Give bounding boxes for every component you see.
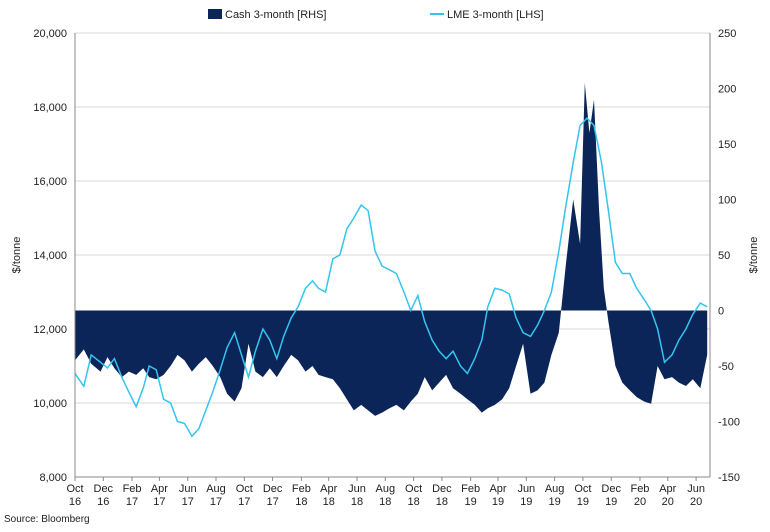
y-right-tick-label: 50: [718, 250, 730, 262]
x-tick-label-year: 20: [634, 496, 646, 508]
x-tick-label-year: 20: [690, 496, 702, 508]
x-tick-label-month: Jun: [348, 483, 366, 495]
x-tick-label-month: Aug: [206, 483, 226, 495]
y-right-tick-label: 150: [718, 139, 736, 151]
x-tick-label-year: 17: [153, 496, 165, 508]
y-right-tick-label: 250: [718, 28, 736, 40]
y-right-tick-label: 100: [718, 195, 736, 207]
y-left-tick-label: 8,000: [39, 472, 67, 484]
y-left-tick-label: 10,000: [33, 398, 67, 410]
x-tick-label-month: Dec: [601, 483, 621, 495]
x-tick-label-year: 18: [379, 496, 391, 508]
y-right-tick-label: 200: [718, 84, 736, 96]
x-tick-label-month: Aug: [376, 483, 396, 495]
x-tick-label-year: 19: [605, 496, 617, 508]
x-tick-label-year: 18: [323, 496, 335, 508]
cash-3-month-series: [75, 83, 708, 416]
lme-3-month-line: [74, 117, 708, 438]
y-left-axis-title: $/tonne: [11, 237, 23, 274]
x-tick-label-month: Feb: [630, 483, 649, 495]
x-tick-label-month: Apr: [151, 483, 168, 495]
x-tick-label-year: 18: [407, 496, 419, 508]
x-tick-label-month: Dec: [94, 483, 114, 495]
x-tick-label-year: 18: [351, 496, 363, 508]
y-left-tick-label: 14,000: [33, 250, 67, 262]
legend-swatch-cash-3-month: [208, 9, 222, 19]
legend-label: Cash 3-month [RHS]: [225, 9, 326, 21]
y-left-tick-label: 16,000: [33, 176, 67, 188]
lme-3-month-series: [74, 117, 708, 438]
x-tick-label-year: 18: [436, 496, 448, 508]
y-right-tick-label: -100: [718, 417, 740, 429]
x-tick-label-month: Oct: [236, 483, 253, 495]
x-tick-label-year: 19: [465, 496, 477, 508]
y-right-tick-label: -50: [718, 361, 734, 373]
cash-3-month-area: [75, 83, 708, 416]
x-tick-label-year: 18: [295, 496, 307, 508]
x-tick-label-month: Aug: [545, 483, 565, 495]
source-note: Source: Bloomberg: [4, 514, 90, 525]
x-tick-label-month: Oct: [405, 483, 422, 495]
x-tick-label-month: Dec: [263, 483, 283, 495]
y-right-axis-title: $/tonne: [748, 237, 760, 274]
x-tick-label-year: 19: [520, 496, 532, 508]
x-tick-label-year: 19: [577, 496, 589, 508]
x-tick-label-month: Dec: [432, 483, 452, 495]
x-tick-label-month: Jun: [179, 483, 197, 495]
x-tick-label-year: 17: [266, 496, 278, 508]
x-tick-label-month: Feb: [292, 483, 311, 495]
x-tick-label-month: Feb: [461, 483, 480, 495]
x-tick-label-month: Feb: [123, 483, 142, 495]
x-tick-label-year: 17: [238, 496, 250, 508]
y-right-tick-label: 0: [718, 306, 724, 318]
x-tick-label-year: 17: [126, 496, 138, 508]
x-tick-label-year: 16: [69, 496, 81, 508]
legend-label: LME 3-month [LHS]: [447, 9, 544, 21]
x-tick-label-year: 16: [97, 496, 109, 508]
x-tick-label-year: 17: [182, 496, 194, 508]
x-tick-label-year: 20: [662, 496, 674, 508]
x-tick-label-month: Apr: [659, 483, 676, 495]
x-tick-label-month: Jun: [517, 483, 535, 495]
x-tick-label-year: 19: [548, 496, 560, 508]
x-tick-label-month: Apr: [489, 483, 506, 495]
x-tick-label-year: 17: [210, 496, 222, 508]
y-left-tick-label: 20,000: [33, 28, 67, 40]
x-tick-label-year: 19: [492, 496, 504, 508]
x-tick-label-month: Oct: [66, 483, 83, 495]
y-left-tick-label: 18,000: [33, 102, 67, 114]
y-left-tick-label: 12,000: [33, 324, 67, 336]
x-tick-label-month: Oct: [574, 483, 591, 495]
axes: 8,000 10,000 12,000 14,000 16,000 18,000 20,00…: [11, 28, 760, 508]
x-tick-label-month: Jun: [687, 483, 705, 495]
x-tick-label-month: Apr: [320, 483, 337, 495]
y-right-tick-label: -150: [718, 472, 740, 484]
legend: Cash 3-month [RHS] LME 3-month [LHS]: [208, 9, 544, 21]
